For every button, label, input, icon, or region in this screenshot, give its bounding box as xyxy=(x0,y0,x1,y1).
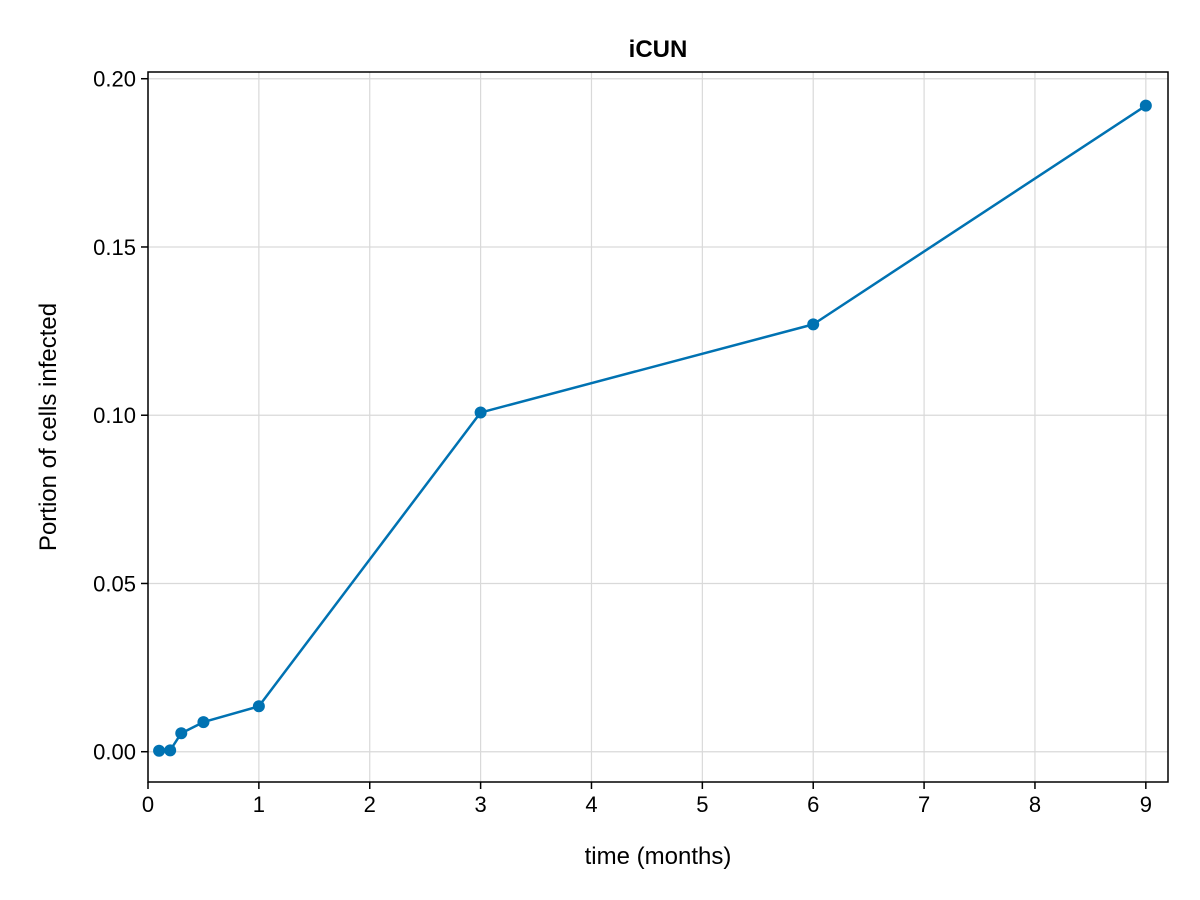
x-tick-label: 7 xyxy=(918,792,930,817)
x-tick-label: 6 xyxy=(807,792,819,817)
y-tick-label: 0.20 xyxy=(93,67,136,92)
y-tick-label: 0.15 xyxy=(93,235,136,260)
x-tick-label: 2 xyxy=(364,792,376,817)
x-tick-label: 1 xyxy=(253,792,265,817)
plot-frame xyxy=(147,71,1169,783)
data-point xyxy=(164,744,177,757)
data-point xyxy=(474,406,487,419)
x-tick-label: 9 xyxy=(1140,792,1152,817)
x-axis-label: time (months) xyxy=(585,843,732,870)
x-tick-label: 3 xyxy=(474,792,486,817)
data-point xyxy=(175,727,188,740)
x-tick-label: 4 xyxy=(585,792,597,817)
data-point xyxy=(197,716,210,729)
series-layer xyxy=(153,99,1152,757)
y-axis-label: Portion of cells infected xyxy=(35,303,62,551)
data-point xyxy=(1139,99,1152,112)
x-tick-label: 5 xyxy=(696,792,708,817)
y-tick-label: 0.05 xyxy=(93,571,136,596)
x-tick-label: 0 xyxy=(142,792,154,817)
data-point xyxy=(252,700,265,713)
chart-title: iCUN xyxy=(629,36,688,63)
data-point xyxy=(153,744,166,757)
grid xyxy=(147,72,1168,782)
x-tick-label: 8 xyxy=(1029,792,1041,817)
data-point xyxy=(807,318,820,331)
series-line xyxy=(159,104,1147,752)
y-tick-label: 0.00 xyxy=(93,740,136,765)
y-tick-label: 0.10 xyxy=(93,403,136,428)
axis-ticks: 0 1 2 3 4 5 6 7 8 9 0.00 0.05 0.10 0.15 0.20 xyxy=(93,67,1152,817)
